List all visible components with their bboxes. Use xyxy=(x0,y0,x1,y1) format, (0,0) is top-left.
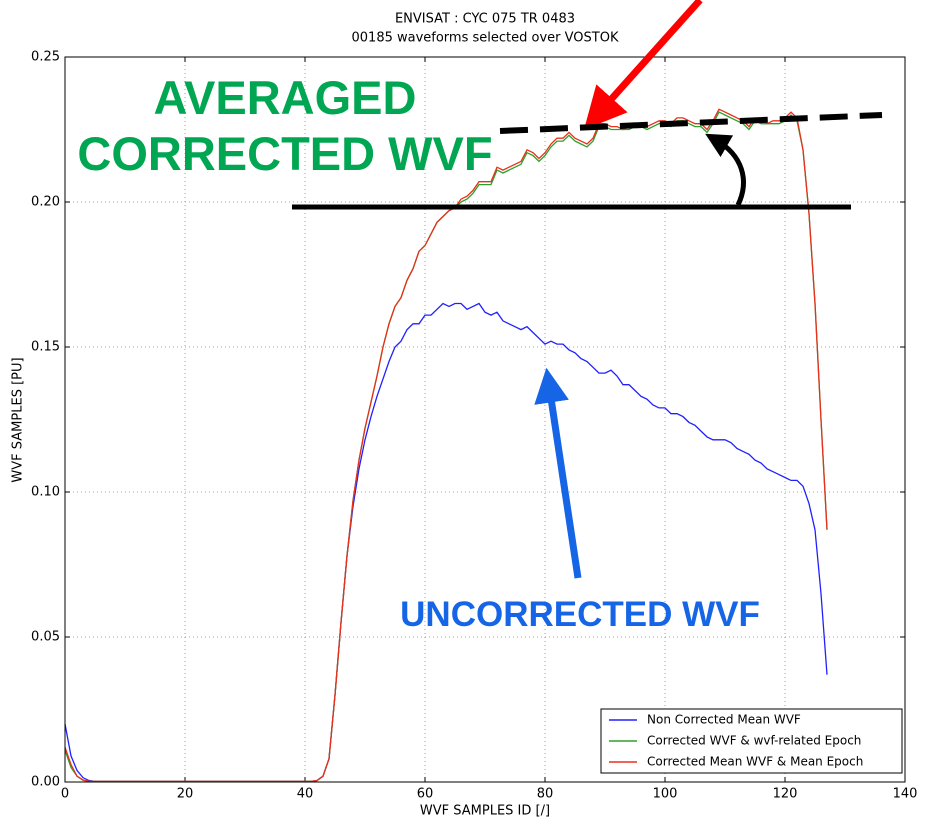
legend-label: Corrected WVF & wvf-related Epoch xyxy=(647,734,861,748)
x-axis-label: WVF SAMPLES ID [/] xyxy=(420,804,550,819)
annotation: CORRECTED WVF xyxy=(77,127,492,180)
y-tick-label: 0.25 xyxy=(31,50,60,65)
plot-frame xyxy=(64,56,906,783)
y-tick-label: 0.10 xyxy=(31,485,60,500)
annotation: UNCORRECTED WVF xyxy=(400,595,760,634)
legend: Non Corrected Mean WVF Corrected WVF & wv… xyxy=(600,708,903,774)
x-tick-label: 0 xyxy=(61,787,69,802)
y-tick-label: 0.20 xyxy=(31,195,60,210)
y-tick-label: 0.15 xyxy=(31,340,60,355)
x-tick-label: 20 xyxy=(177,787,194,802)
y-axis-label: WVF SAMPLES [PU] xyxy=(11,357,26,482)
chart-subtitle: 00185 waveforms selected over VOSTOK xyxy=(352,31,619,46)
y-tick-label: 0.00 xyxy=(31,775,60,790)
trend-dashed-line xyxy=(499,112,883,134)
x-tick-label: 60 xyxy=(417,787,434,802)
x-tick-label: 140 xyxy=(893,787,918,802)
legend-label: Non Corrected Mean WVF xyxy=(647,713,801,727)
series-line xyxy=(64,111,828,783)
annotation: AVERAGED xyxy=(154,71,417,124)
blue-arrow xyxy=(534,367,582,579)
series-line xyxy=(64,108,828,783)
x-tick-label: 80 xyxy=(537,787,554,802)
x-tick-label: 120 xyxy=(773,787,798,802)
legend-box xyxy=(600,708,903,774)
chart-title: ENVISAT : CYC 075 TR 0483 xyxy=(395,12,575,27)
x-tick-label: 100 xyxy=(653,787,678,802)
red-arrow xyxy=(583,0,703,130)
annotation-shapes xyxy=(292,0,883,579)
x-tick-label: 40 xyxy=(297,787,314,802)
y-tick-label: 0.05 xyxy=(31,630,60,645)
curved-arrow xyxy=(705,133,746,207)
legend-label: Corrected Mean WVF & Mean Epoch xyxy=(647,755,863,769)
